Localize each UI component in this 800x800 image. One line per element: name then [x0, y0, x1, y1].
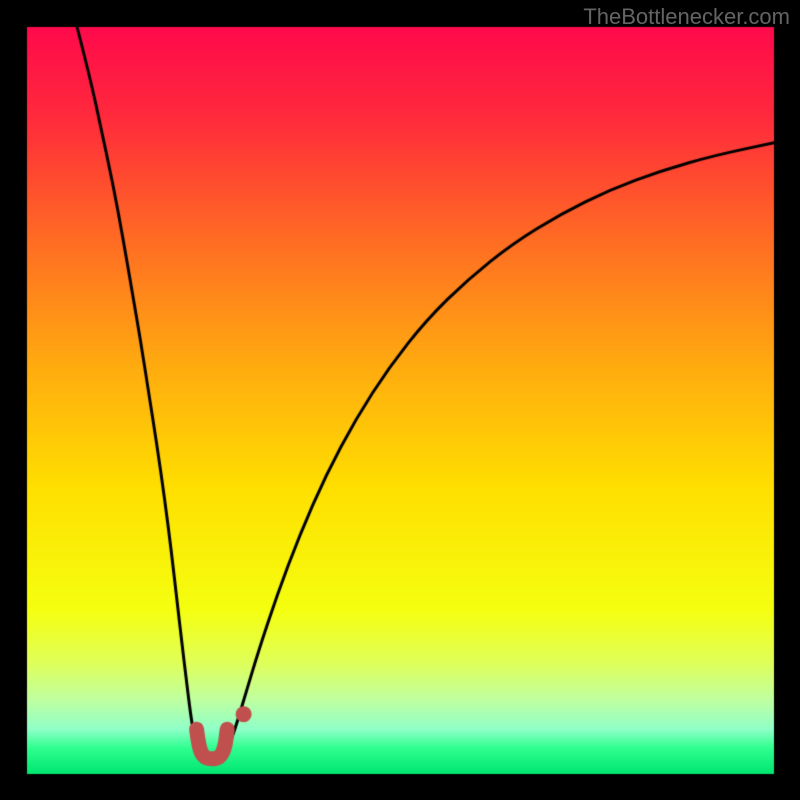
curves-layer — [0, 0, 800, 800]
watermark-text: TheBottlenecker.com — [583, 4, 790, 30]
chart-stage: TheBottlenecker.com — [0, 0, 800, 800]
